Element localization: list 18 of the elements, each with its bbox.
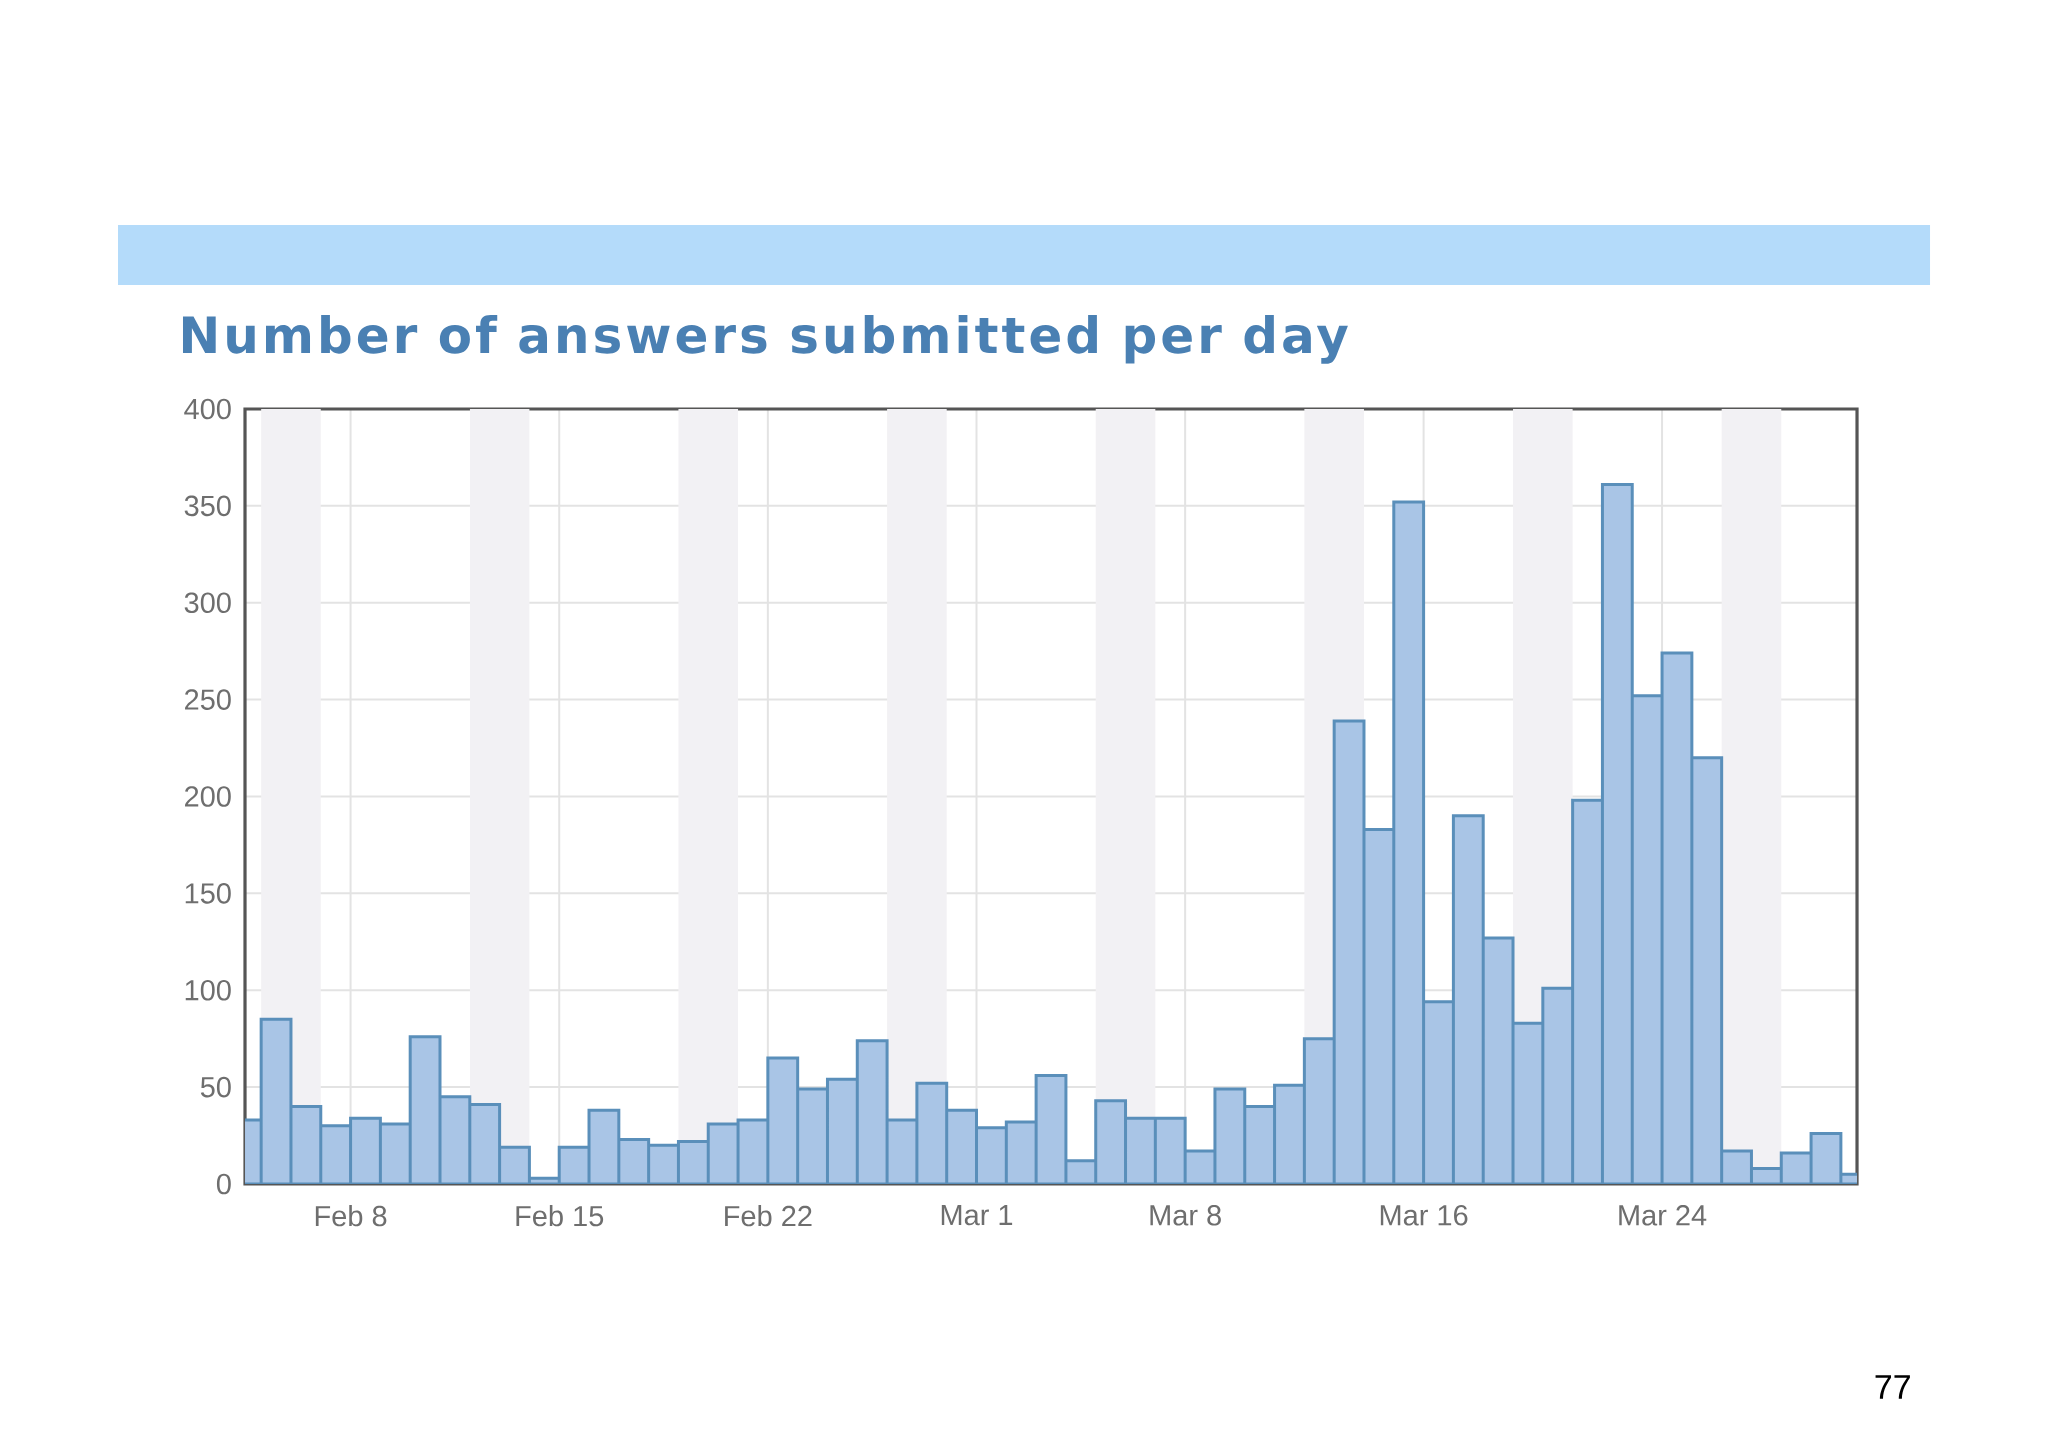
y-tick-label: 350 [184, 495, 231, 517]
y-tick-label: 150 [185, 883, 231, 904]
x-tick-label: Mar 16 [1380, 1205, 1468, 1226]
y-tick-label: 400 [184, 398, 231, 420]
chart-title: Number of answers submitted per day [182, 315, 1348, 364]
y-tick-label: 50 [200, 1076, 231, 1098]
y-tick-label: 200 [185, 786, 231, 807]
x-tick-label: Mar 8 [1150, 1205, 1221, 1226]
x-tick-label: Mar 24 [1619, 1205, 1707, 1226]
y-tick-label: 100 [185, 979, 231, 1001]
y-tick-label: 250 [185, 689, 231, 710]
x-tick-label: Feb 22 [725, 1205, 812, 1227]
x-tick-label: Feb 15 [516, 1205, 604, 1227]
text: 77 [1875, 1375, 1910, 1399]
x-tick-label: Mar 1 [941, 1205, 1013, 1226]
y-tick-label: 0 [216, 1173, 231, 1195]
x-tick-label: Feb 8 [315, 1205, 387, 1227]
y-tick-label: 300 [184, 592, 231, 614]
